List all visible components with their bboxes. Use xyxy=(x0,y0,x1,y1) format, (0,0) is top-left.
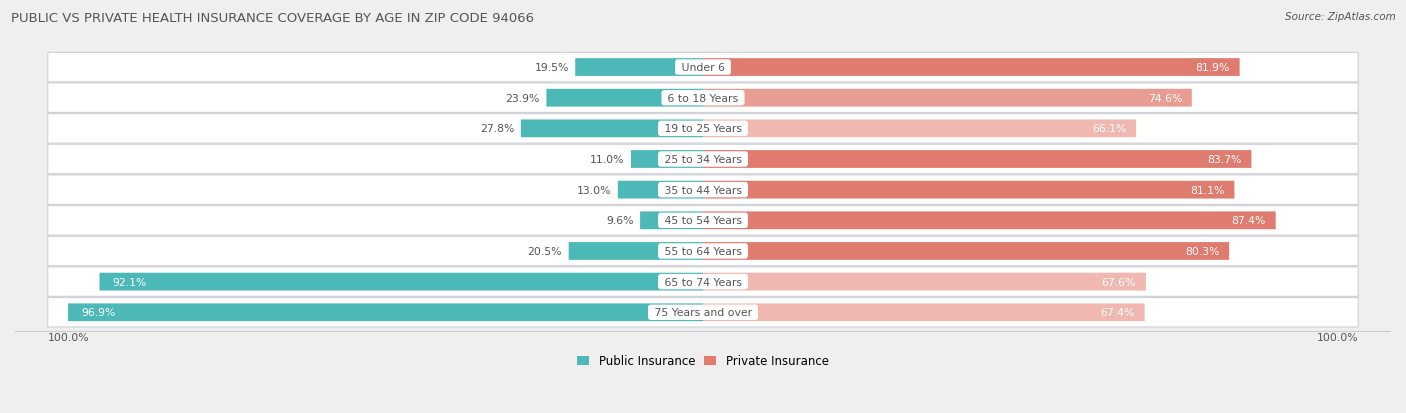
FancyBboxPatch shape xyxy=(640,212,703,230)
FancyBboxPatch shape xyxy=(703,59,1240,77)
Text: 74.6%: 74.6% xyxy=(1147,93,1182,103)
Text: 19.5%: 19.5% xyxy=(534,63,568,73)
Text: 25 to 34 Years: 25 to 34 Years xyxy=(661,154,745,165)
Text: 67.6%: 67.6% xyxy=(1102,277,1136,287)
FancyBboxPatch shape xyxy=(703,273,1146,291)
Text: 65 to 74 Years: 65 to 74 Years xyxy=(661,277,745,287)
Text: 11.0%: 11.0% xyxy=(591,154,624,165)
Text: 81.9%: 81.9% xyxy=(1195,63,1230,73)
Text: 66.1%: 66.1% xyxy=(1092,124,1126,134)
FancyBboxPatch shape xyxy=(631,151,703,169)
Text: 55 to 64 Years: 55 to 64 Years xyxy=(661,247,745,256)
Text: Source: ZipAtlas.com: Source: ZipAtlas.com xyxy=(1285,12,1396,22)
FancyBboxPatch shape xyxy=(48,206,1358,235)
FancyBboxPatch shape xyxy=(67,304,703,321)
Text: 67.4%: 67.4% xyxy=(1101,308,1135,318)
Text: 92.1%: 92.1% xyxy=(112,277,148,287)
Text: 27.8%: 27.8% xyxy=(479,124,515,134)
Text: 13.0%: 13.0% xyxy=(576,185,612,195)
Text: Under 6: Under 6 xyxy=(678,63,728,73)
FancyBboxPatch shape xyxy=(48,298,1358,327)
Text: 9.6%: 9.6% xyxy=(606,216,634,226)
Legend: Public Insurance, Private Insurance: Public Insurance, Private Insurance xyxy=(572,350,834,372)
FancyBboxPatch shape xyxy=(48,176,1358,205)
Text: 100.0%: 100.0% xyxy=(1316,332,1358,342)
FancyBboxPatch shape xyxy=(48,267,1358,297)
Text: 75 Years and over: 75 Years and over xyxy=(651,308,755,318)
FancyBboxPatch shape xyxy=(703,151,1251,169)
Text: 23.9%: 23.9% xyxy=(506,93,540,103)
FancyBboxPatch shape xyxy=(48,114,1358,144)
Text: 83.7%: 83.7% xyxy=(1208,154,1241,165)
Text: 35 to 44 Years: 35 to 44 Years xyxy=(661,185,745,195)
FancyBboxPatch shape xyxy=(617,181,703,199)
FancyBboxPatch shape xyxy=(703,242,1229,260)
Text: 81.1%: 81.1% xyxy=(1191,185,1225,195)
FancyBboxPatch shape xyxy=(48,237,1358,266)
Text: 45 to 54 Years: 45 to 54 Years xyxy=(661,216,745,226)
Text: 87.4%: 87.4% xyxy=(1232,216,1265,226)
Text: 19 to 25 Years: 19 to 25 Years xyxy=(661,124,745,134)
Text: 100.0%: 100.0% xyxy=(48,332,90,342)
FancyBboxPatch shape xyxy=(575,59,703,77)
FancyBboxPatch shape xyxy=(48,145,1358,174)
FancyBboxPatch shape xyxy=(520,120,703,138)
FancyBboxPatch shape xyxy=(703,212,1275,230)
FancyBboxPatch shape xyxy=(48,53,1358,83)
Text: 96.9%: 96.9% xyxy=(82,308,115,318)
FancyBboxPatch shape xyxy=(568,242,703,260)
Text: PUBLIC VS PRIVATE HEALTH INSURANCE COVERAGE BY AGE IN ZIP CODE 94066: PUBLIC VS PRIVATE HEALTH INSURANCE COVER… xyxy=(11,12,534,25)
FancyBboxPatch shape xyxy=(703,181,1234,199)
Text: 6 to 18 Years: 6 to 18 Years xyxy=(664,93,742,103)
FancyBboxPatch shape xyxy=(48,84,1358,113)
FancyBboxPatch shape xyxy=(100,273,703,291)
FancyBboxPatch shape xyxy=(703,90,1192,107)
Text: 20.5%: 20.5% xyxy=(527,247,562,256)
FancyBboxPatch shape xyxy=(547,90,703,107)
FancyBboxPatch shape xyxy=(703,120,1136,138)
Text: 80.3%: 80.3% xyxy=(1185,247,1219,256)
FancyBboxPatch shape xyxy=(703,304,1144,321)
